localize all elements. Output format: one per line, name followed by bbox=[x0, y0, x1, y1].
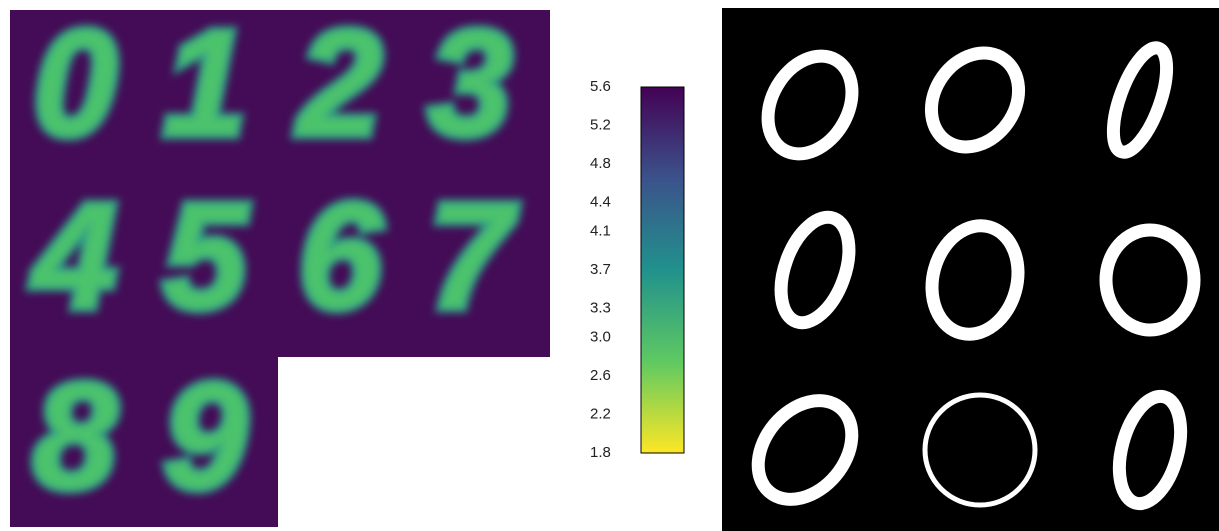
zero-sample bbox=[925, 219, 1025, 341]
digit: 7 bbox=[428, 172, 518, 340]
digit: 2 bbox=[295, 0, 381, 167]
colorbar-tick-label: 1.8 bbox=[590, 444, 611, 461]
zero-sample bbox=[924, 46, 1026, 154]
colorbar-tick-label: 2.2 bbox=[590, 405, 611, 422]
colorbar-tick-label: 4.8 bbox=[590, 155, 611, 172]
zero-sample bbox=[761, 49, 859, 161]
colorbar-tick-label: 2.6 bbox=[590, 367, 611, 384]
zero-glyphs bbox=[751, 41, 1201, 511]
zero-sample bbox=[774, 210, 856, 330]
colorbar-tick-label: 4.1 bbox=[590, 222, 611, 239]
zero-sample bbox=[1106, 41, 1174, 159]
zero-samples bbox=[722, 8, 1219, 531]
digit: 0 bbox=[33, 0, 116, 167]
digit-heatmap: 0 1 2 3 4 5 6 7 8 9 bbox=[10, 0, 550, 527]
digit: 9 bbox=[163, 352, 246, 520]
digit: 8 bbox=[33, 352, 117, 520]
digit: 1 bbox=[163, 0, 246, 167]
digit: 5 bbox=[163, 172, 249, 340]
digit: 4 bbox=[30, 172, 116, 340]
digit: 3 bbox=[428, 0, 511, 167]
zero-sample bbox=[922, 392, 1038, 508]
colorbar-tick-label: 5.2 bbox=[590, 116, 611, 133]
zero-sample bbox=[1112, 389, 1188, 511]
colorbar-tick-label: 3.3 bbox=[590, 299, 611, 316]
colorbar-tick-label: 5.6 bbox=[590, 78, 611, 95]
zero-sample bbox=[1099, 223, 1201, 337]
samples-bg bbox=[722, 8, 1219, 531]
colorbar-bar bbox=[640, 86, 685, 454]
heatmap-bg bbox=[10, 10, 550, 357]
colorbar-tick-label: 4.4 bbox=[590, 194, 611, 211]
colorbar-tick-label: 3.7 bbox=[590, 261, 611, 278]
digit: 6 bbox=[298, 172, 383, 340]
zero-sample bbox=[751, 394, 859, 506]
colorbar-tick-label: 3.0 bbox=[590, 328, 611, 345]
colorbar: 5.6 5.2 4.8 4.4 4.1 3.7 3.3 3.0 2.6 2.2 1.8 bbox=[590, 78, 685, 461]
heatmap-bg bbox=[10, 357, 278, 527]
